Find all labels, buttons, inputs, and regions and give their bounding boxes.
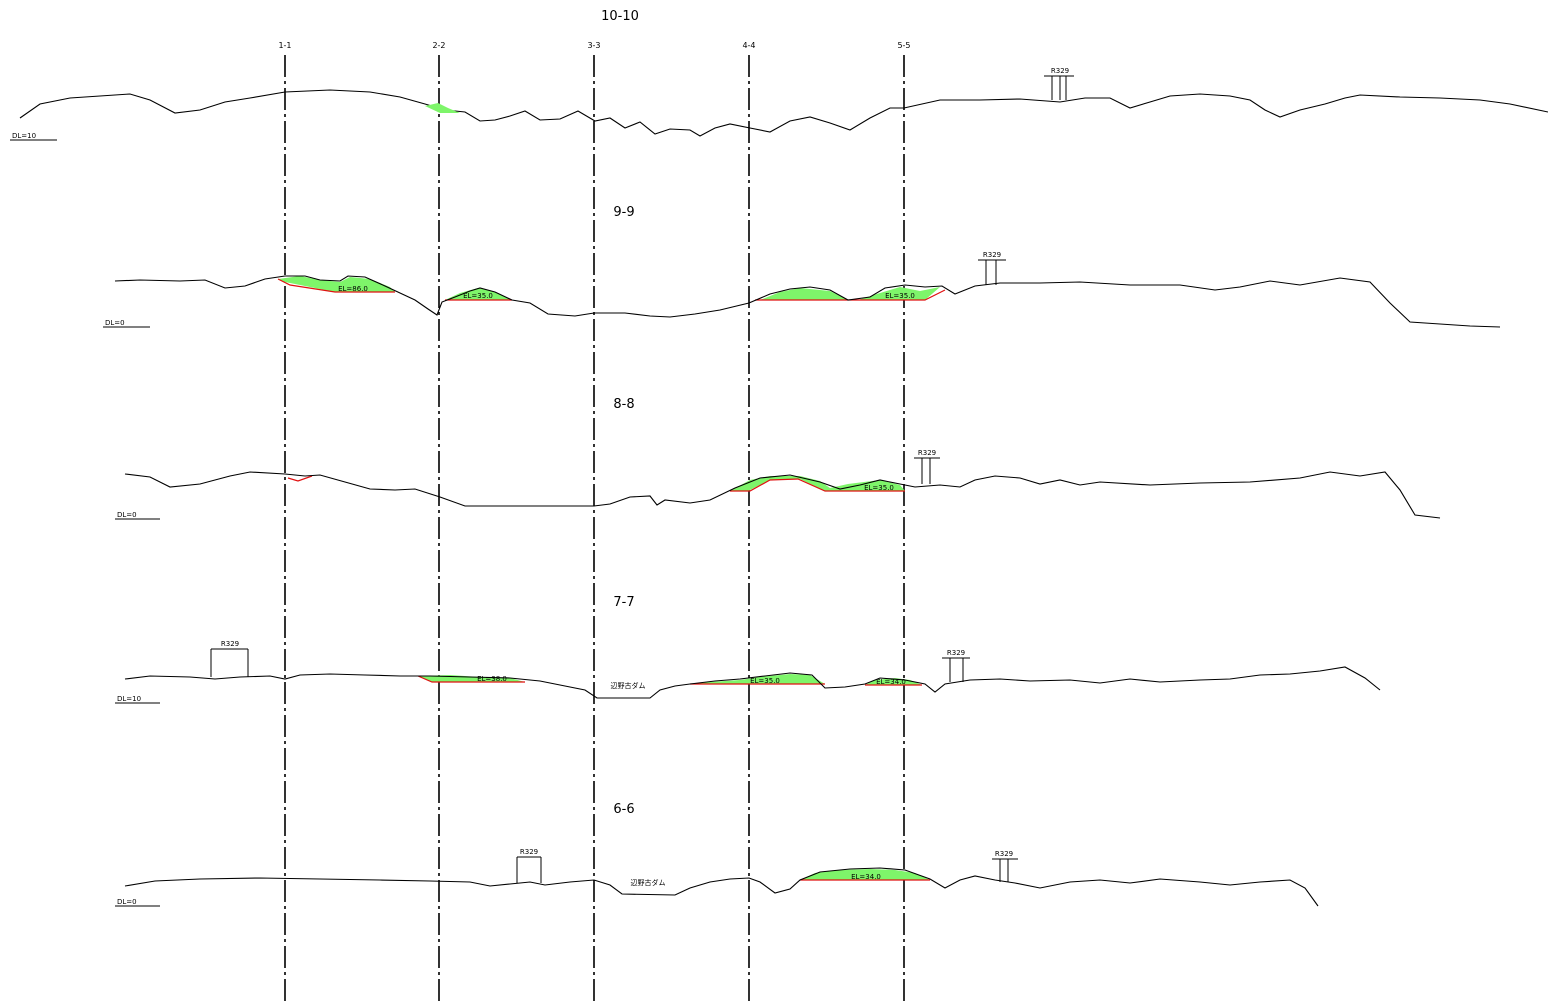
ground-profile [124, 471, 1441, 519]
fill-area [278, 276, 395, 292]
section-6-6: 6-6 DL=0 EL=34.0 辺野古ダム R329 R329 [115, 802, 1319, 907]
el-label: EL=34.0 [851, 873, 881, 881]
datum-label: DL=0 [105, 319, 125, 327]
section-column-lines [284, 55, 905, 1003]
fill-area [425, 103, 460, 113]
road-marker-r329: R329 [1044, 67, 1074, 100]
ground-profile [19, 89, 1548, 137]
column-label-2-2: 2-2 [432, 41, 445, 50]
fill-area [800, 869, 930, 880]
section-title: 9-9 [613, 205, 634, 220]
section-title: 8-8 [613, 397, 634, 412]
fill-area [690, 674, 825, 684]
el-label: EL=38.0 [477, 675, 507, 683]
fill-base-line [755, 289, 946, 301]
column-labels: 1-1 2-2 3-3 4-4 5-5 [278, 41, 910, 50]
ground-profile [124, 666, 1381, 699]
road-marker-r329: R329 [516, 848, 542, 883]
section-10-10: 10-10 DL=10 R329 [10, 9, 1548, 141]
road-label: R329 [995, 850, 1013, 858]
el-label: EL=35.0 [885, 292, 915, 300]
fill-base-line [730, 478, 905, 492]
road-marker-r329: R329 [992, 850, 1018, 882]
section-title: 7-7 [613, 595, 634, 610]
section-title: 6-6 [613, 802, 634, 817]
ground-profile [124, 867, 1319, 907]
section-title: 10-10 [601, 9, 639, 24]
road-label: R329 [1051, 67, 1069, 75]
section-9-9: 9-9 DL=0 EL=86.0 EL=35.0 EL=35.0 R329 [103, 205, 1501, 328]
dam-label: 辺野古ダム [631, 878, 666, 887]
column-label-4-4: 4-4 [742, 41, 755, 50]
fill-base-line [417, 675, 525, 683]
column-label-1-1: 1-1 [278, 41, 291, 50]
datum-label: DL=10 [12, 132, 36, 140]
dam-label: 辺野古ダム [611, 681, 646, 690]
el-label: EL=35.0 [750, 677, 780, 685]
el-label: EL=86.0 [338, 285, 368, 293]
datum-label: DL=0 [117, 898, 137, 906]
ground-profile [114, 275, 1501, 328]
road-label: R329 [520, 848, 538, 856]
road-marker-r329: R329 [942, 649, 970, 682]
el-label: EL=35.0 [463, 292, 493, 300]
fill-area [865, 678, 922, 685]
fill-base-line [277, 278, 395, 293]
section-7-7: 7-7 DL=10 EL=38.0 EL=35.0 EL=34.0 辺野古ダム … [115, 595, 1381, 704]
el-label: EL=34.0 [876, 678, 906, 686]
datum-label: DL=0 [117, 511, 137, 519]
road-marker-r329: R329 [210, 640, 249, 677]
section-8-8: 8-8 DL=0 EL=35.0 R329 [115, 397, 1441, 520]
road-label: R329 [918, 449, 936, 457]
road-label: R329 [221, 640, 239, 648]
road-marker-r329: R329 [914, 449, 940, 484]
fill-area [445, 288, 512, 300]
fill-base-line [287, 475, 313, 482]
column-label-5-5: 5-5 [897, 41, 910, 50]
road-label: R329 [983, 251, 1001, 259]
fill-area [760, 288, 848, 300]
datum-label: DL=10 [117, 695, 141, 703]
fill-area [858, 287, 940, 300]
column-label-3-3: 3-3 [587, 41, 600, 50]
el-label: EL=35.0 [864, 484, 894, 492]
road-marker-r329: R329 [978, 251, 1006, 285]
road-label: R329 [947, 649, 965, 657]
